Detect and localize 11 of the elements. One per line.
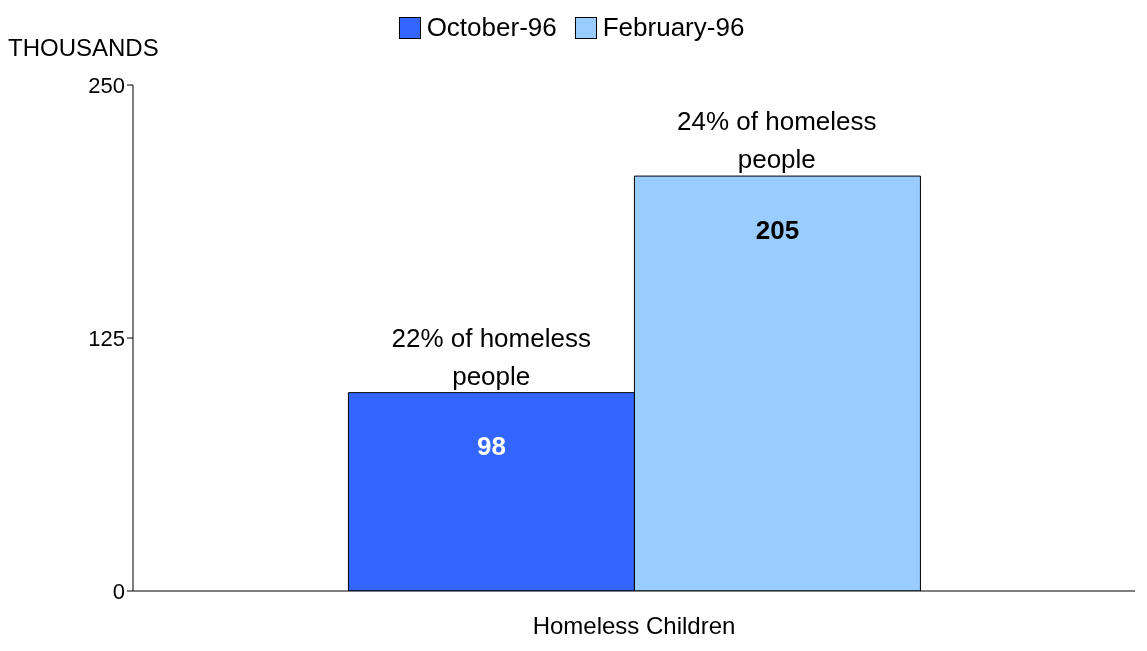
data-label: 98 xyxy=(476,431,506,462)
y-tick-label: 250 xyxy=(88,72,125,98)
y-tick-label: 125 xyxy=(88,325,125,351)
annotation: 22% of homeless people xyxy=(391,322,591,391)
y-tick-label: 0 xyxy=(112,578,125,604)
data-label: 205 xyxy=(755,214,800,245)
annotation: 24% of homeless people xyxy=(677,106,877,175)
y-axis-title: THOUSANDS xyxy=(8,34,159,62)
legend-label: February-96 xyxy=(601,12,745,43)
legend-label: October-96 xyxy=(425,12,557,43)
x-tick-label: Homeless Children xyxy=(532,612,736,640)
